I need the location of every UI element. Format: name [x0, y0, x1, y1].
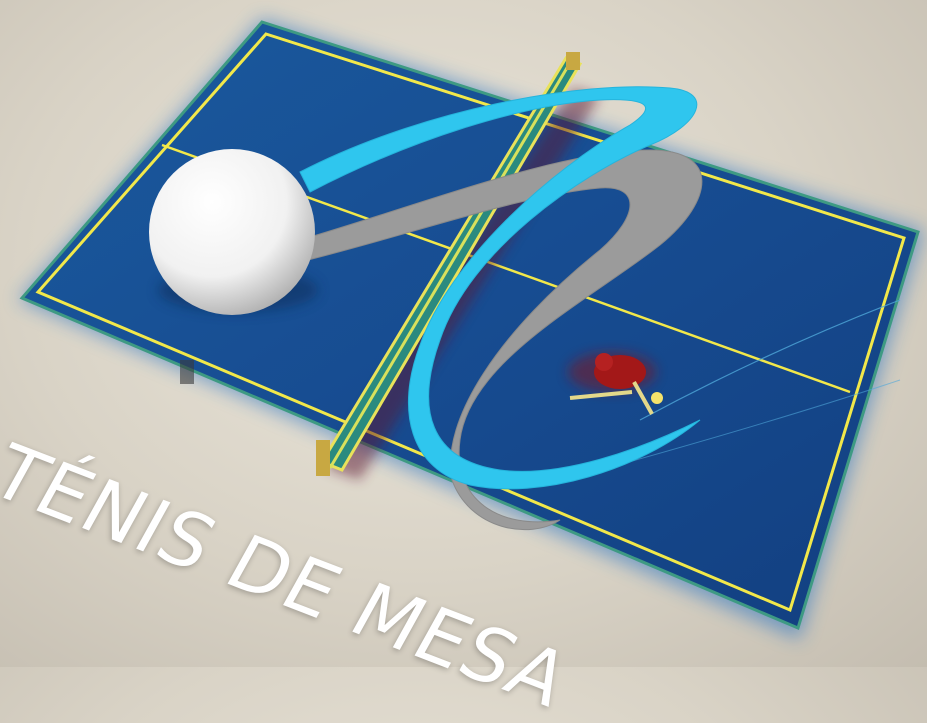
small-ball [651, 392, 663, 404]
gray-swoosh [299, 149, 703, 531]
player-figure [569, 353, 663, 415]
trajectory-arc-2 [599, 379, 901, 471]
trajectory-arc [639, 299, 901, 421]
table-leg [180, 360, 194, 384]
logo-scene [18, 18, 924, 640]
blue-swoosh [299, 86, 701, 490]
net-top-cord [328, 55, 576, 469]
ping-pong-ball [149, 149, 315, 315]
net-post-bottom [316, 440, 330, 476]
net-post-top [566, 52, 580, 70]
